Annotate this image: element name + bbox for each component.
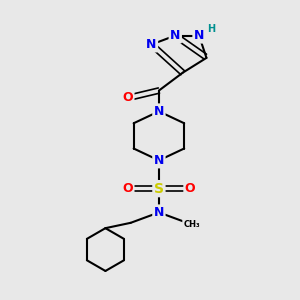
- Text: H: H: [208, 24, 216, 34]
- Text: S: S: [154, 182, 164, 196]
- Text: N: N: [146, 38, 157, 51]
- Text: N: N: [170, 29, 181, 42]
- Text: O: O: [122, 92, 133, 104]
- Text: N: N: [194, 29, 204, 42]
- Text: N: N: [154, 154, 164, 167]
- Text: N: N: [154, 206, 164, 219]
- Text: O: O: [122, 182, 133, 195]
- Text: N: N: [154, 105, 164, 118]
- Text: CH₃: CH₃: [183, 220, 200, 229]
- Text: O: O: [185, 182, 195, 195]
